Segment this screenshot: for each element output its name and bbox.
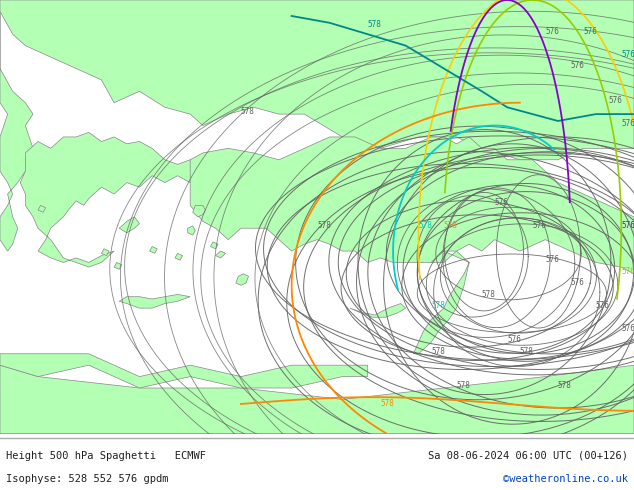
Text: 578: 578 [456, 381, 470, 390]
Polygon shape [150, 246, 157, 253]
Text: 578: 578 [431, 301, 445, 310]
Text: Sa 08-06-2024 06:00 UTC (00+126): Sa 08-06-2024 06:00 UTC (00+126) [428, 451, 628, 461]
Polygon shape [190, 137, 634, 274]
Text: 578: 578 [520, 347, 534, 356]
Polygon shape [101, 249, 109, 256]
Text: 578: 578 [241, 107, 255, 116]
Text: 576: 576 [621, 221, 634, 230]
Text: 578: 578 [431, 347, 445, 356]
Polygon shape [175, 253, 183, 260]
Text: 578: 578 [317, 221, 331, 230]
Polygon shape [38, 205, 46, 212]
Polygon shape [0, 0, 634, 160]
Polygon shape [0, 354, 368, 388]
Text: ©weatheronline.co.uk: ©weatheronline.co.uk [503, 474, 628, 484]
Polygon shape [188, 226, 195, 235]
Text: 576: 576 [596, 301, 610, 310]
Text: 576: 576 [495, 198, 508, 207]
Polygon shape [210, 242, 218, 249]
Text: 576: 576 [571, 61, 585, 71]
Text: 576: 576 [583, 27, 597, 36]
Text: Height 500 hPa Spaghetti   ECMWF: Height 500 hPa Spaghetti ECMWF [6, 451, 206, 461]
Text: 576: 576 [533, 221, 547, 230]
Polygon shape [413, 251, 469, 354]
Polygon shape [350, 303, 406, 317]
Text: 576: 576 [621, 50, 634, 59]
Polygon shape [0, 0, 33, 251]
Text: 576: 576 [545, 255, 559, 265]
Text: 576: 576 [609, 96, 623, 105]
Polygon shape [216, 251, 226, 258]
Polygon shape [193, 205, 205, 217]
Text: 578: 578 [482, 290, 496, 299]
Text: 578: 578 [444, 221, 458, 230]
Polygon shape [20, 132, 203, 267]
Text: 576: 576 [621, 119, 634, 127]
Text: 576: 576 [621, 324, 634, 333]
Polygon shape [119, 294, 190, 308]
Polygon shape [114, 263, 122, 270]
Text: 576: 576 [571, 278, 585, 287]
Text: 578: 578 [418, 221, 432, 230]
Text: 576: 576 [621, 267, 634, 276]
Text: 578: 578 [380, 399, 394, 408]
Text: 576: 576 [507, 335, 521, 344]
Text: 578: 578 [368, 21, 382, 29]
Text: 576: 576 [545, 27, 559, 36]
Polygon shape [0, 365, 634, 434]
Text: Isophyse: 528 552 576 gpdm: Isophyse: 528 552 576 gpdm [6, 474, 169, 484]
Polygon shape [236, 274, 249, 285]
Text: 578: 578 [558, 381, 572, 390]
Polygon shape [119, 217, 139, 233]
